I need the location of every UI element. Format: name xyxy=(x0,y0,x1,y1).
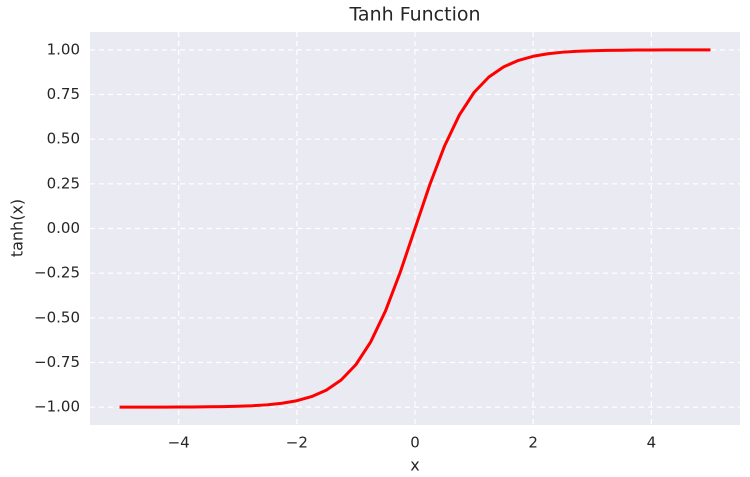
y-tick-label: 0.50 xyxy=(47,130,80,148)
chart-title: Tanh Function xyxy=(348,4,480,26)
x-tick-label: 4 xyxy=(647,434,657,452)
x-tick-label: 2 xyxy=(528,434,538,452)
y-tick-label: 0.25 xyxy=(47,174,80,192)
x-tick-label: −2 xyxy=(286,434,308,452)
y-axis-label: tanh(x) xyxy=(8,199,27,257)
y-tick-label: 1.00 xyxy=(47,40,80,58)
x-tick-label: −4 xyxy=(168,434,190,452)
x-tick-label: 0 xyxy=(410,434,420,452)
y-tick-label: 0.75 xyxy=(47,85,80,103)
y-tick-label: −0.75 xyxy=(34,353,80,371)
x-axis-label: x xyxy=(410,456,419,475)
y-tick-label: −0.25 xyxy=(34,264,80,282)
y-tick-label: −0.50 xyxy=(34,308,80,326)
line xyxy=(119,48,711,409)
y-tick-label: 0.00 xyxy=(47,219,80,237)
y-tick-label: −1.00 xyxy=(34,398,80,416)
